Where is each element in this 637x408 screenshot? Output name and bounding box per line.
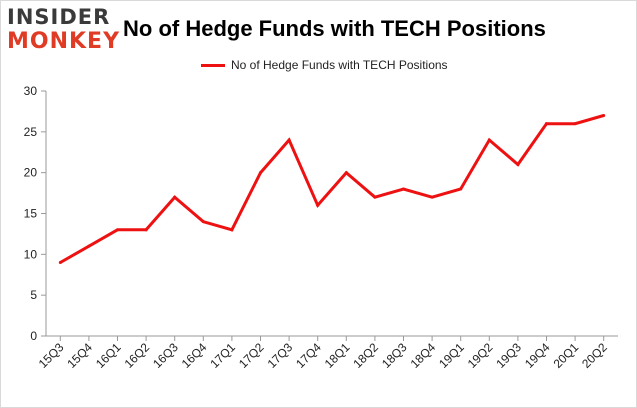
data-point bbox=[545, 122, 548, 126]
data-point bbox=[402, 187, 405, 191]
y-tick-label: 20 bbox=[24, 166, 38, 180]
x-tick-label: 17Q3 bbox=[265, 340, 296, 371]
insider-monkey-logo: INSIDER MONKEY bbox=[7, 5, 119, 57]
data-point bbox=[487, 138, 491, 142]
y-tick-label: 15 bbox=[24, 207, 38, 221]
x-tick-label: 17Q1 bbox=[207, 340, 238, 371]
x-tick-label: 18Q1 bbox=[322, 340, 353, 371]
x-tick-label: 19Q2 bbox=[465, 340, 496, 371]
data-point bbox=[58, 261, 62, 264]
data-point bbox=[344, 171, 348, 175]
data-point bbox=[373, 195, 377, 199]
x-tick-label: 18Q4 bbox=[408, 340, 439, 371]
x-tick-label: 16Q2 bbox=[122, 340, 153, 371]
data-point bbox=[316, 203, 320, 207]
series-line bbox=[59, 114, 605, 264]
data-point bbox=[573, 122, 577, 126]
x-tick-label: 17Q4 bbox=[293, 340, 324, 371]
x-tick-label: 16Q3 bbox=[150, 340, 181, 371]
logo-line-1: INSIDER bbox=[7, 5, 111, 29]
x-tick-label: 18Q2 bbox=[350, 340, 381, 371]
x-tick-label: 20Q1 bbox=[551, 340, 582, 371]
data-point bbox=[459, 187, 463, 191]
y-tick-label: 30 bbox=[24, 84, 38, 98]
data-point bbox=[602, 114, 606, 117]
data-point bbox=[430, 195, 434, 199]
data-point bbox=[230, 228, 234, 232]
x-tick-label: 20Q2 bbox=[579, 340, 610, 371]
data-point bbox=[144, 228, 148, 232]
data-point bbox=[87, 244, 91, 248]
x-tick-label: 18Q3 bbox=[379, 340, 410, 371]
y-tick-label: 5 bbox=[30, 288, 37, 302]
chart-title: No of Hedge Funds with TECH Positions bbox=[123, 16, 546, 41]
data-point bbox=[173, 195, 177, 199]
data-point bbox=[116, 228, 119, 232]
x-tick-label: 15Q3 bbox=[36, 340, 67, 371]
y-tick-label: 25 bbox=[24, 125, 38, 139]
x-tick-label: 16Q4 bbox=[179, 340, 210, 371]
data-point bbox=[287, 138, 291, 142]
y-tick-label: 0 bbox=[30, 329, 37, 343]
x-tick-label: 16Q1 bbox=[93, 340, 124, 371]
data-point bbox=[201, 220, 205, 224]
data-point bbox=[516, 163, 520, 166]
x-tick-label: 19Q4 bbox=[522, 340, 553, 371]
logo-line-2: MONKEY bbox=[7, 29, 121, 54]
legend: No of Hedge Funds with TECH Positions bbox=[201, 57, 448, 73]
x-tick-label: 15Q4 bbox=[64, 340, 95, 371]
x-tick-label: 17Q2 bbox=[236, 340, 267, 371]
y-tick-label: 10 bbox=[24, 247, 38, 261]
data-point bbox=[259, 171, 262, 175]
x-tick-label: 19Q1 bbox=[436, 340, 467, 371]
x-tick-label: 19Q3 bbox=[493, 340, 524, 371]
legend-swatch bbox=[201, 63, 225, 67]
legend-label: No of Hedge Funds with TECH Positions bbox=[231, 58, 448, 72]
